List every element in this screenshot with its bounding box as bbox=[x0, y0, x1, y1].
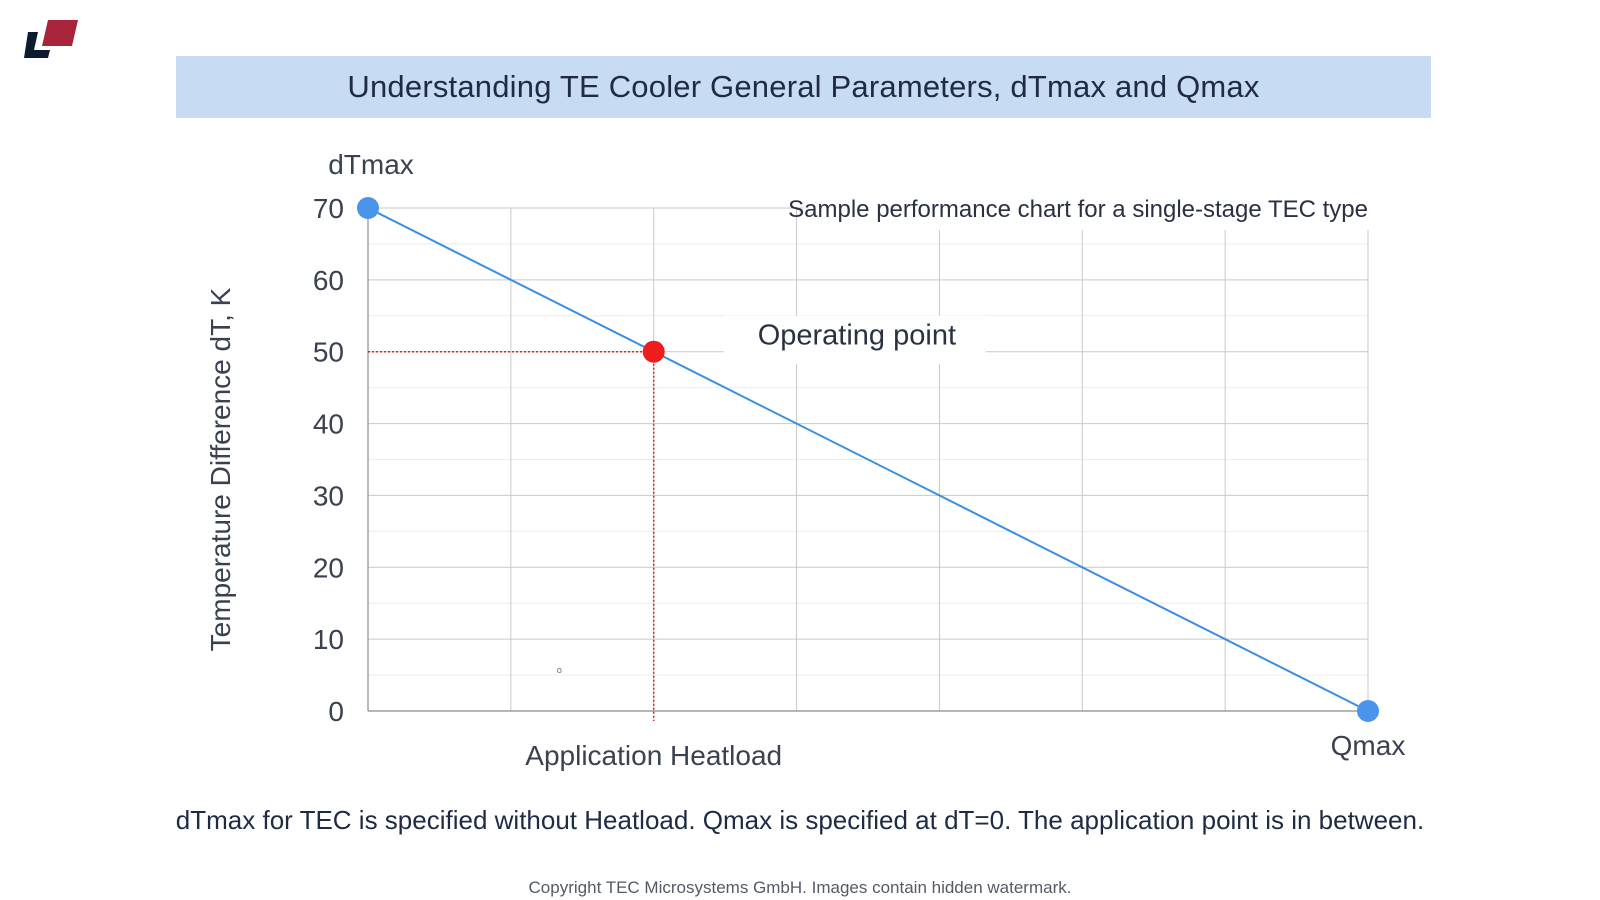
chart-caption: dTmax for TEC is specified without Heatl… bbox=[175, 805, 1425, 835]
marker-qmax bbox=[1357, 700, 1379, 722]
chart-subtitle: Sample performance chart for a single-st… bbox=[788, 196, 1368, 223]
y-tick-label: 60 bbox=[313, 265, 344, 296]
y-tick-label: 40 bbox=[313, 409, 344, 440]
page-title: Understanding TE Cooler General Paramete… bbox=[347, 69, 1260, 104]
y-axis-label: Temperature Difference dT, K bbox=[205, 287, 236, 651]
y-tick-label: 70 bbox=[313, 193, 344, 224]
company-logo-icon bbox=[24, 20, 78, 58]
x-axis-label: Application Heatload bbox=[525, 740, 782, 771]
marker-operating-point bbox=[642, 340, 665, 363]
y-tick-label: 20 bbox=[313, 552, 344, 583]
copyright-footer: Copyright TEC Microsystems GmbH. Images … bbox=[528, 878, 1072, 897]
dtmax-axis-label: dTmax bbox=[328, 149, 414, 180]
y-tick-label: 0 bbox=[328, 696, 344, 727]
y-tick-label: 50 bbox=[313, 337, 344, 368]
title-banner: Understanding TE Cooler General Paramete… bbox=[176, 56, 1431, 118]
operating-point-label: Operating point bbox=[758, 320, 956, 352]
y-tick-label: 30 bbox=[313, 480, 344, 511]
marker-dtmax bbox=[357, 197, 379, 219]
series-line bbox=[367, 207, 1369, 712]
operating-point-label-mask bbox=[723, 315, 986, 364]
subtitle-mask bbox=[803, 200, 1380, 230]
y-tick-label: 10 bbox=[313, 624, 344, 655]
qmax-axis-label: Qmax bbox=[1331, 730, 1406, 761]
stray-mark: o bbox=[557, 665, 562, 675]
